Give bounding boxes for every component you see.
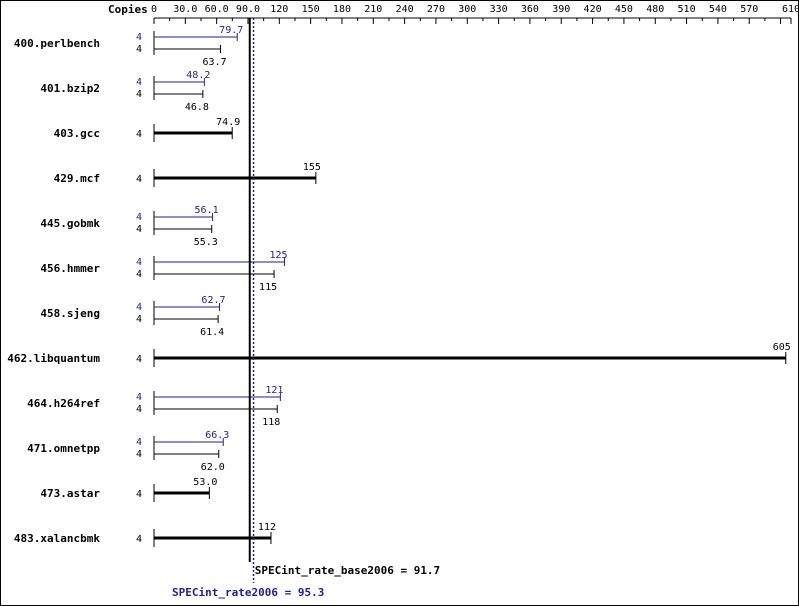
- peak-copies: 4: [136, 32, 142, 43]
- base-copies: 4: [136, 129, 142, 140]
- benchmark-row: 471.omnetpp 4 66.3 4 62.0: [27, 430, 229, 473]
- x-tick-label: 540: [709, 4, 727, 15]
- base-value-label: 115: [259, 282, 277, 293]
- base-copies: 4: [136, 449, 142, 460]
- x-tick-label: 90.0: [236, 4, 260, 15]
- benchmark-name: 456.hmmer: [40, 262, 100, 275]
- benchmark-name: 462.libquantum: [7, 352, 100, 365]
- base-copies: 4: [136, 534, 142, 545]
- x-tick-label: 510: [678, 4, 696, 15]
- base-copies: 4: [136, 489, 142, 500]
- copies-header: Copies: [108, 3, 148, 16]
- x-tick-label: 360: [521, 4, 539, 15]
- peak-copies: 4: [136, 302, 142, 313]
- benchmark-row: 403.gcc 4 74.9: [54, 117, 240, 142]
- x-tick-label: 330: [490, 4, 508, 15]
- benchmark-name: 401.bzip2: [40, 82, 100, 95]
- benchmark-row: 483.xalancbmk 4 112: [14, 522, 276, 547]
- benchmark-row: 445.gobmk 4 56.1 4 55.3: [40, 205, 218, 248]
- peak-value-label: 125: [270, 250, 288, 261]
- peak-mean-label: SPECint_rate2006 = 95.3: [172, 586, 324, 599]
- base-value-label: 55.3: [194, 237, 218, 248]
- benchmark-row: 462.libquantum 4 605: [7, 342, 791, 367]
- x-tick-label: 610: [782, 4, 799, 15]
- base-value-label: 74.9: [216, 117, 240, 128]
- benchmark-row: 429.mcf 4 155: [54, 162, 321, 187]
- x-tick-label: 30.0: [173, 4, 197, 15]
- peak-value-label: 66.3: [205, 430, 229, 441]
- base-value-label: 118: [262, 417, 280, 428]
- benchmark-name: 471.omnetpp: [27, 442, 100, 455]
- peak-value-label: 56.1: [195, 205, 219, 216]
- peak-value-label: 79.7: [219, 25, 243, 36]
- benchmark-row: 400.perlbench 4 79.7 4 63.7: [14, 25, 243, 68]
- base-value-label: 61.4: [200, 327, 224, 338]
- x-axis: 0 30.0 60.0 90.0 120 150 180 210 240 270 300 330 360…: [151, 4, 799, 24]
- base-value-label: 53.0: [193, 477, 217, 488]
- benchmark-name: 445.gobmk: [40, 217, 100, 230]
- peak-value-label: 121: [265, 385, 283, 396]
- benchmark-name: 483.xalancbmk: [14, 532, 100, 545]
- base-copies: 4: [136, 354, 142, 365]
- benchmark-name: 403.gcc: [54, 127, 100, 140]
- base-copies: 4: [136, 89, 142, 100]
- base-value-label: 46.8: [185, 102, 209, 113]
- benchmark-row: 401.bzip2 4 48.2 4 46.8: [40, 70, 210, 113]
- base-value-label: 112: [258, 522, 276, 533]
- base-copies: 4: [136, 174, 142, 185]
- peak-value-label: 48.2: [186, 70, 210, 81]
- base-value-label: 605: [773, 342, 791, 353]
- x-tick-label: 570: [740, 4, 758, 15]
- peak-copies: 4: [136, 392, 142, 403]
- benchmark-row: 473.astar 4 53.0: [40, 477, 217, 502]
- peak-copies: 4: [136, 77, 142, 88]
- x-tick-label: 120: [270, 4, 288, 15]
- x-tick-label: 150: [302, 4, 320, 15]
- base-copies: 4: [136, 314, 142, 325]
- benchmark-name: 429.mcf: [54, 172, 100, 185]
- benchmark-name: 458.sjeng: [40, 307, 100, 320]
- base-mean-label: SPECint_rate_base2006 = 91.7: [255, 564, 440, 577]
- x-tick-label: 180: [333, 4, 351, 15]
- x-tick-label: 270: [427, 4, 445, 15]
- summary-lines: SPECint_rate_base2006 = 91.7 SPECint_rate…: [172, 18, 440, 599]
- base-copies: 4: [136, 404, 142, 415]
- base-copies: 4: [136, 269, 142, 280]
- benchmark-row: 456.hmmer 4 125 4 115: [40, 250, 287, 293]
- base-copies: 4: [136, 224, 142, 235]
- base-copies: 4: [136, 44, 142, 55]
- peak-copies: 4: [136, 212, 142, 223]
- x-tick-label: 60.0: [205, 4, 229, 15]
- x-tick-label: 480: [646, 4, 664, 15]
- x-tick-label: 300: [458, 4, 476, 15]
- base-value-label: 63.7: [202, 57, 226, 68]
- benchmark-name: 400.perlbench: [14, 37, 100, 50]
- benchmark-row: 464.h264ref 4 121 4 118: [27, 385, 283, 428]
- benchmark-row: 458.sjeng 4 62.7 4 61.4: [40, 295, 225, 338]
- x-tick-label: 0: [151, 4, 157, 15]
- benchmark-name: 473.astar: [40, 487, 100, 500]
- base-value-label: 155: [303, 162, 321, 173]
- peak-copies: 4: [136, 437, 142, 448]
- x-tick-label: 420: [584, 4, 602, 15]
- base-value-label: 62.0: [201, 462, 225, 473]
- x-tick-label: 390: [552, 4, 570, 15]
- peak-value-label: 62.7: [201, 295, 225, 306]
- x-tick-label: 240: [396, 4, 414, 15]
- peak-copies: 4: [136, 257, 142, 268]
- benchmark-name: 464.h264ref: [27, 397, 100, 410]
- x-tick-label: 210: [364, 4, 382, 15]
- x-tick-label: 450: [615, 4, 633, 15]
